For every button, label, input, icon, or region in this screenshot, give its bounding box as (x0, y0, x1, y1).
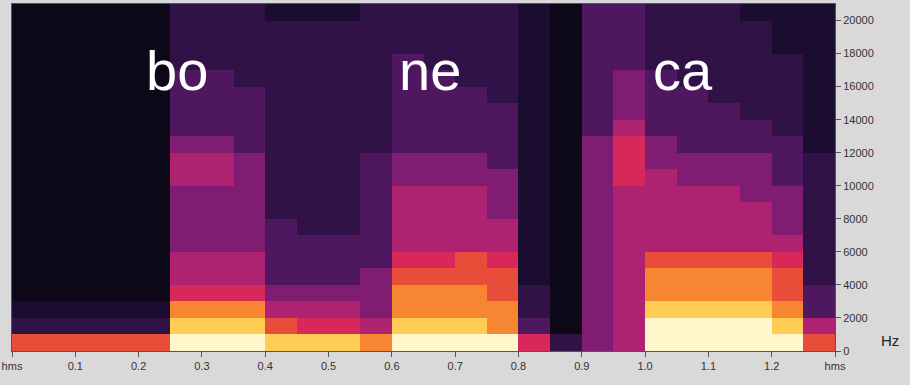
svg-text:0.6: 0.6 (384, 360, 399, 372)
svg-text:6000: 6000 (843, 246, 867, 258)
svg-text:ca: ca (653, 39, 713, 102)
svg-text:0.7: 0.7 (448, 360, 463, 372)
svg-text:Hz: Hz (881, 332, 899, 349)
svg-text:14000: 14000 (843, 114, 874, 126)
svg-text:20000: 20000 (843, 14, 874, 26)
svg-text:0.5: 0.5 (321, 360, 336, 372)
svg-text:0.1: 0.1 (68, 360, 83, 372)
svg-text:18000: 18000 (843, 47, 874, 59)
svg-text:16000: 16000 (843, 80, 874, 92)
svg-text:ne: ne (399, 39, 461, 102)
svg-text:hms: hms (2, 360, 23, 372)
svg-text:0.9: 0.9 (574, 360, 589, 372)
svg-text:0.8: 0.8 (511, 360, 526, 372)
svg-text:0: 0 (843, 345, 849, 357)
svg-text:bo: bo (146, 39, 208, 102)
svg-text:0.4: 0.4 (258, 360, 273, 372)
svg-text:4000: 4000 (843, 279, 867, 291)
svg-text:1.0: 1.0 (637, 360, 652, 372)
svg-text:1.1: 1.1 (701, 360, 716, 372)
svg-text:0.2: 0.2 (131, 360, 146, 372)
svg-text:12000: 12000 (843, 147, 874, 159)
svg-text:2000: 2000 (843, 312, 867, 324)
svg-text:10000: 10000 (843, 180, 874, 192)
svg-text:8000: 8000 (843, 213, 867, 225)
svg-text:1.2: 1.2 (764, 360, 779, 372)
svg-text:0.3: 0.3 (194, 360, 209, 372)
svg-text:hms: hms (825, 360, 846, 372)
